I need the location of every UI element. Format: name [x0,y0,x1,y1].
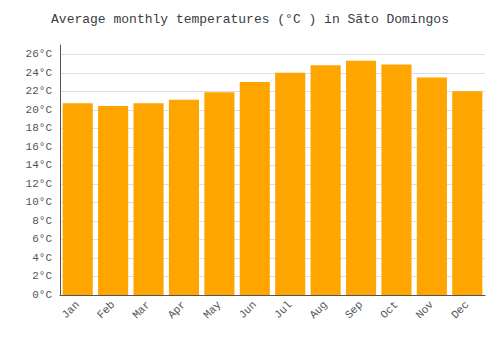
svg-text:24°C: 24°C [26,67,53,79]
svg-text:12°C: 12°C [26,178,53,190]
svg-text:8°C: 8°C [32,215,52,227]
svg-text:Dec: Dec [449,299,471,321]
svg-text:Mar: Mar [130,299,152,321]
svg-text:Jun: Jun [237,299,259,321]
svg-text:Nov: Nov [414,298,437,321]
svg-text:Oct: Oct [378,299,400,321]
svg-text:6°C: 6°C [32,233,52,245]
svg-text:26°C: 26°C [26,48,53,60]
svg-text:Aug: Aug [307,299,329,321]
svg-text:0°C: 0°C [32,289,52,301]
svg-text:Sep: Sep [343,299,365,321]
svg-text:May: May [201,298,224,321]
svg-text:22°C: 22°C [26,85,53,97]
svg-text:18°C: 18°C [26,122,53,134]
svg-text:4°C: 4°C [32,252,52,264]
svg-text:20°C: 20°C [26,104,53,116]
svg-text:16°C: 16°C [26,141,53,153]
svg-text:Jul: Jul [272,299,294,321]
svg-text:10°C: 10°C [26,196,53,208]
svg-text:Apr: Apr [166,299,188,321]
svg-text:Average monthly temperatures (: Average monthly temperatures (°C ) in Sã… [51,12,449,27]
svg-text:2°C: 2°C [32,270,52,282]
svg-text:Feb: Feb [95,299,117,321]
svg-text:14°C: 14°C [26,159,53,171]
svg-text:Jan: Jan [59,299,81,321]
